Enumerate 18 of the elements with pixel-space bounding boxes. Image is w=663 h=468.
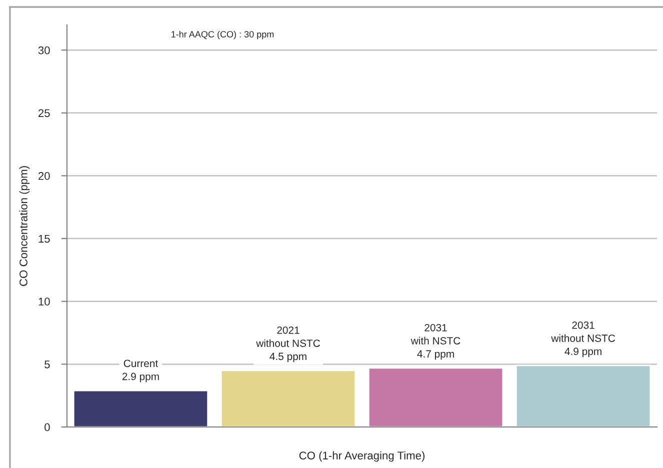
data-label: 2021 without NSTC 4.5 ppm <box>256 326 320 362</box>
bar <box>72 390 209 428</box>
y-tick-label: 5 <box>44 360 50 368</box>
bar <box>368 367 504 428</box>
data-label: 2031 with NSTC 4.7 ppm <box>410 324 460 360</box>
y-tick-label: 25 <box>38 109 50 118</box>
data-label: 2031 without NSTC 4.9 ppm <box>551 321 616 358</box>
y-tick-label: 0 <box>44 423 50 432</box>
y-tick-label: 15 <box>38 234 50 243</box>
y-tick-label: 20 <box>38 172 50 180</box>
annotation: 1-hr AAQC (CO) : 30 ppm <box>172 30 274 40</box>
y-tick-label: 30 <box>38 46 50 54</box>
x-axis-title: CO (1-hr Averaging Time) <box>299 451 425 462</box>
bar <box>515 364 652 428</box>
y-tick-label: 10 <box>38 298 50 306</box>
bar <box>220 370 356 428</box>
y-axis-title: CO Concentration (ppm) <box>19 166 30 286</box>
data-label: Current 2.9 ppm <box>122 360 159 382</box>
